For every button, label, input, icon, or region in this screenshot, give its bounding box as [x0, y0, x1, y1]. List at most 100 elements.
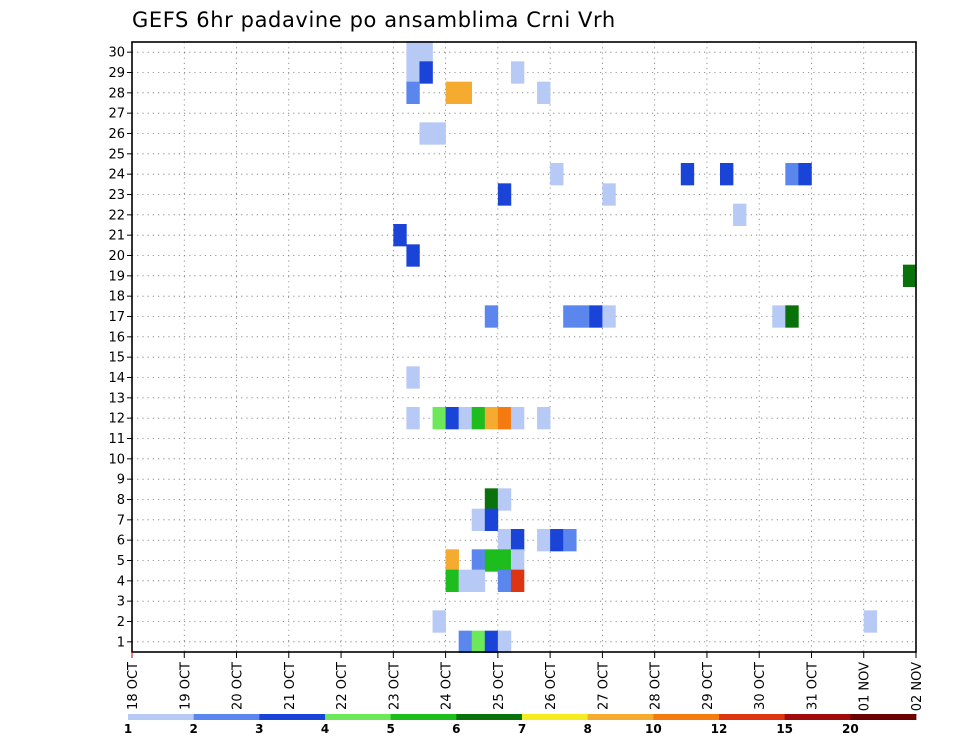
x-tick-label: 01 NOV [858, 662, 873, 711]
heatmap-cell [458, 407, 473, 430]
y-tick-label: 6 [117, 534, 125, 549]
heatmap-cell [445, 407, 459, 430]
heatmap-cell [563, 305, 577, 328]
colorbar-label: 4 [321, 722, 329, 736]
heatmap-cell [445, 569, 459, 592]
heatmap-cell [589, 305, 603, 328]
heatmap-cell [445, 549, 459, 572]
heatmap-cell [393, 224, 407, 247]
y-tick-label: 29 [108, 66, 125, 81]
heatmap-cell [733, 203, 747, 226]
heatmap-cell [471, 549, 486, 572]
colorbar-label: 15 [776, 722, 793, 736]
x-axis: 18 OCT 19 OCT 20 OCT 21 OCT 22 OCT 23 OCT 24 O… [126, 652, 925, 711]
heatmap-cell [471, 508, 486, 531]
heatmap-cell [497, 630, 512, 653]
heatmap-cell [445, 81, 459, 104]
heatmap-cell [902, 264, 917, 287]
heatmap-cell [458, 81, 473, 104]
x-tick-label: 19 OCT [178, 662, 193, 710]
heatmap-cell [798, 163, 812, 186]
x-tick-label: 27 OCT [596, 662, 611, 710]
x-tick-label: 02 NOV [910, 662, 925, 711]
heatmap-cell [602, 183, 616, 206]
colorbar: 1 2 3 4 5 6 7 8 10 12 15 20 [124, 714, 917, 736]
plot-frame [131, 41, 917, 653]
colorbar-label: 3 [255, 722, 263, 736]
heatmap-cell [537, 529, 551, 552]
heatmap-cell [432, 122, 446, 145]
colorbar-label: 10 [645, 722, 662, 736]
y-tick-label: 10 [108, 452, 125, 467]
x-tick-label: 29 OCT [701, 662, 716, 710]
y-tick-label: 24 [108, 168, 125, 183]
x-tick-label: 25 OCT [492, 662, 507, 710]
y-tick-label: 21 [108, 229, 125, 244]
heatmap-cell [471, 630, 486, 653]
y-tick-label: 7 [117, 513, 125, 528]
heatmap-cell [537, 407, 551, 430]
colorbar-label: 5 [386, 722, 394, 736]
heatmap-cell [785, 305, 799, 328]
heatmap-cell [458, 630, 473, 653]
y-tick-label: 3 [117, 595, 125, 610]
y-tick-label: 14 [108, 371, 125, 386]
chart-title: GEFS 6hr padavine po ansamblima Crni Vrh [132, 8, 616, 32]
colorbar-segment [390, 714, 457, 720]
colorbar-segment [587, 714, 654, 720]
heatmap-cell [576, 305, 590, 328]
colorbar-segment [719, 714, 786, 720]
y-tick-label: 16 [108, 330, 125, 345]
heatmap-cell [497, 549, 512, 572]
x-tick-label: 24 OCT [440, 662, 455, 710]
colorbar-label: 8 [583, 722, 591, 736]
heatmap-cell [432, 407, 446, 430]
heatmap-cell [602, 305, 616, 328]
y-tick-label: 9 [117, 473, 125, 488]
y-tick-label: 30 [108, 46, 125, 61]
x-tick-label: 26 OCT [544, 662, 559, 710]
y-tick-label: 11 [108, 432, 125, 447]
colorbar-label: 20 [842, 722, 859, 736]
colorbar-segment [522, 714, 589, 720]
y-tick-label: 25 [108, 147, 125, 162]
colorbar-segment [325, 714, 392, 720]
colorbar-segment [193, 714, 260, 720]
x-tick-label: 28 OCT [649, 662, 664, 710]
heatmap-cell [471, 569, 486, 592]
x-tick-label: 23 OCT [387, 662, 402, 710]
heatmap-cell [497, 488, 512, 511]
heatmap-cell [406, 407, 420, 430]
heatmap-cell [419, 61, 433, 84]
heatmap-cell [510, 569, 525, 592]
colorbar-label: 1 [124, 722, 132, 736]
heatmap-cell [720, 163, 734, 186]
heatmap-cell [563, 529, 577, 552]
colorbar-segment [653, 714, 720, 720]
heatmap-cell [419, 122, 433, 145]
heatmap-cell [497, 183, 512, 206]
heatmap-cell [510, 549, 525, 572]
x-tick-label: 31 OCT [805, 662, 820, 710]
heatmap-cell [772, 305, 786, 328]
heatmap-cell [785, 163, 799, 186]
colorbar-segment [259, 714, 326, 720]
y-tick-label: 22 [108, 208, 125, 223]
colorbar-label: 12 [711, 722, 728, 736]
colorbar-label: 2 [189, 722, 197, 736]
heatmap-cell [510, 529, 525, 552]
colorbar-segment [784, 714, 851, 720]
heatmap-cell [432, 610, 446, 633]
y-tick-label: 18 [108, 290, 125, 305]
y-tick-label: 12 [108, 412, 125, 427]
heatmap-cell [497, 407, 512, 430]
heatmap-cell [406, 81, 420, 104]
heatmap-cell [510, 407, 525, 430]
heatmap-cell [458, 569, 473, 592]
heatmap-cell [497, 569, 512, 592]
x-tick-label: 18 OCT [126, 662, 141, 710]
y-tick-label: 17 [108, 310, 125, 325]
heatmap-cells [393, 41, 917, 653]
y-tick-label: 19 [108, 269, 125, 284]
heatmap-cell [550, 529, 564, 552]
